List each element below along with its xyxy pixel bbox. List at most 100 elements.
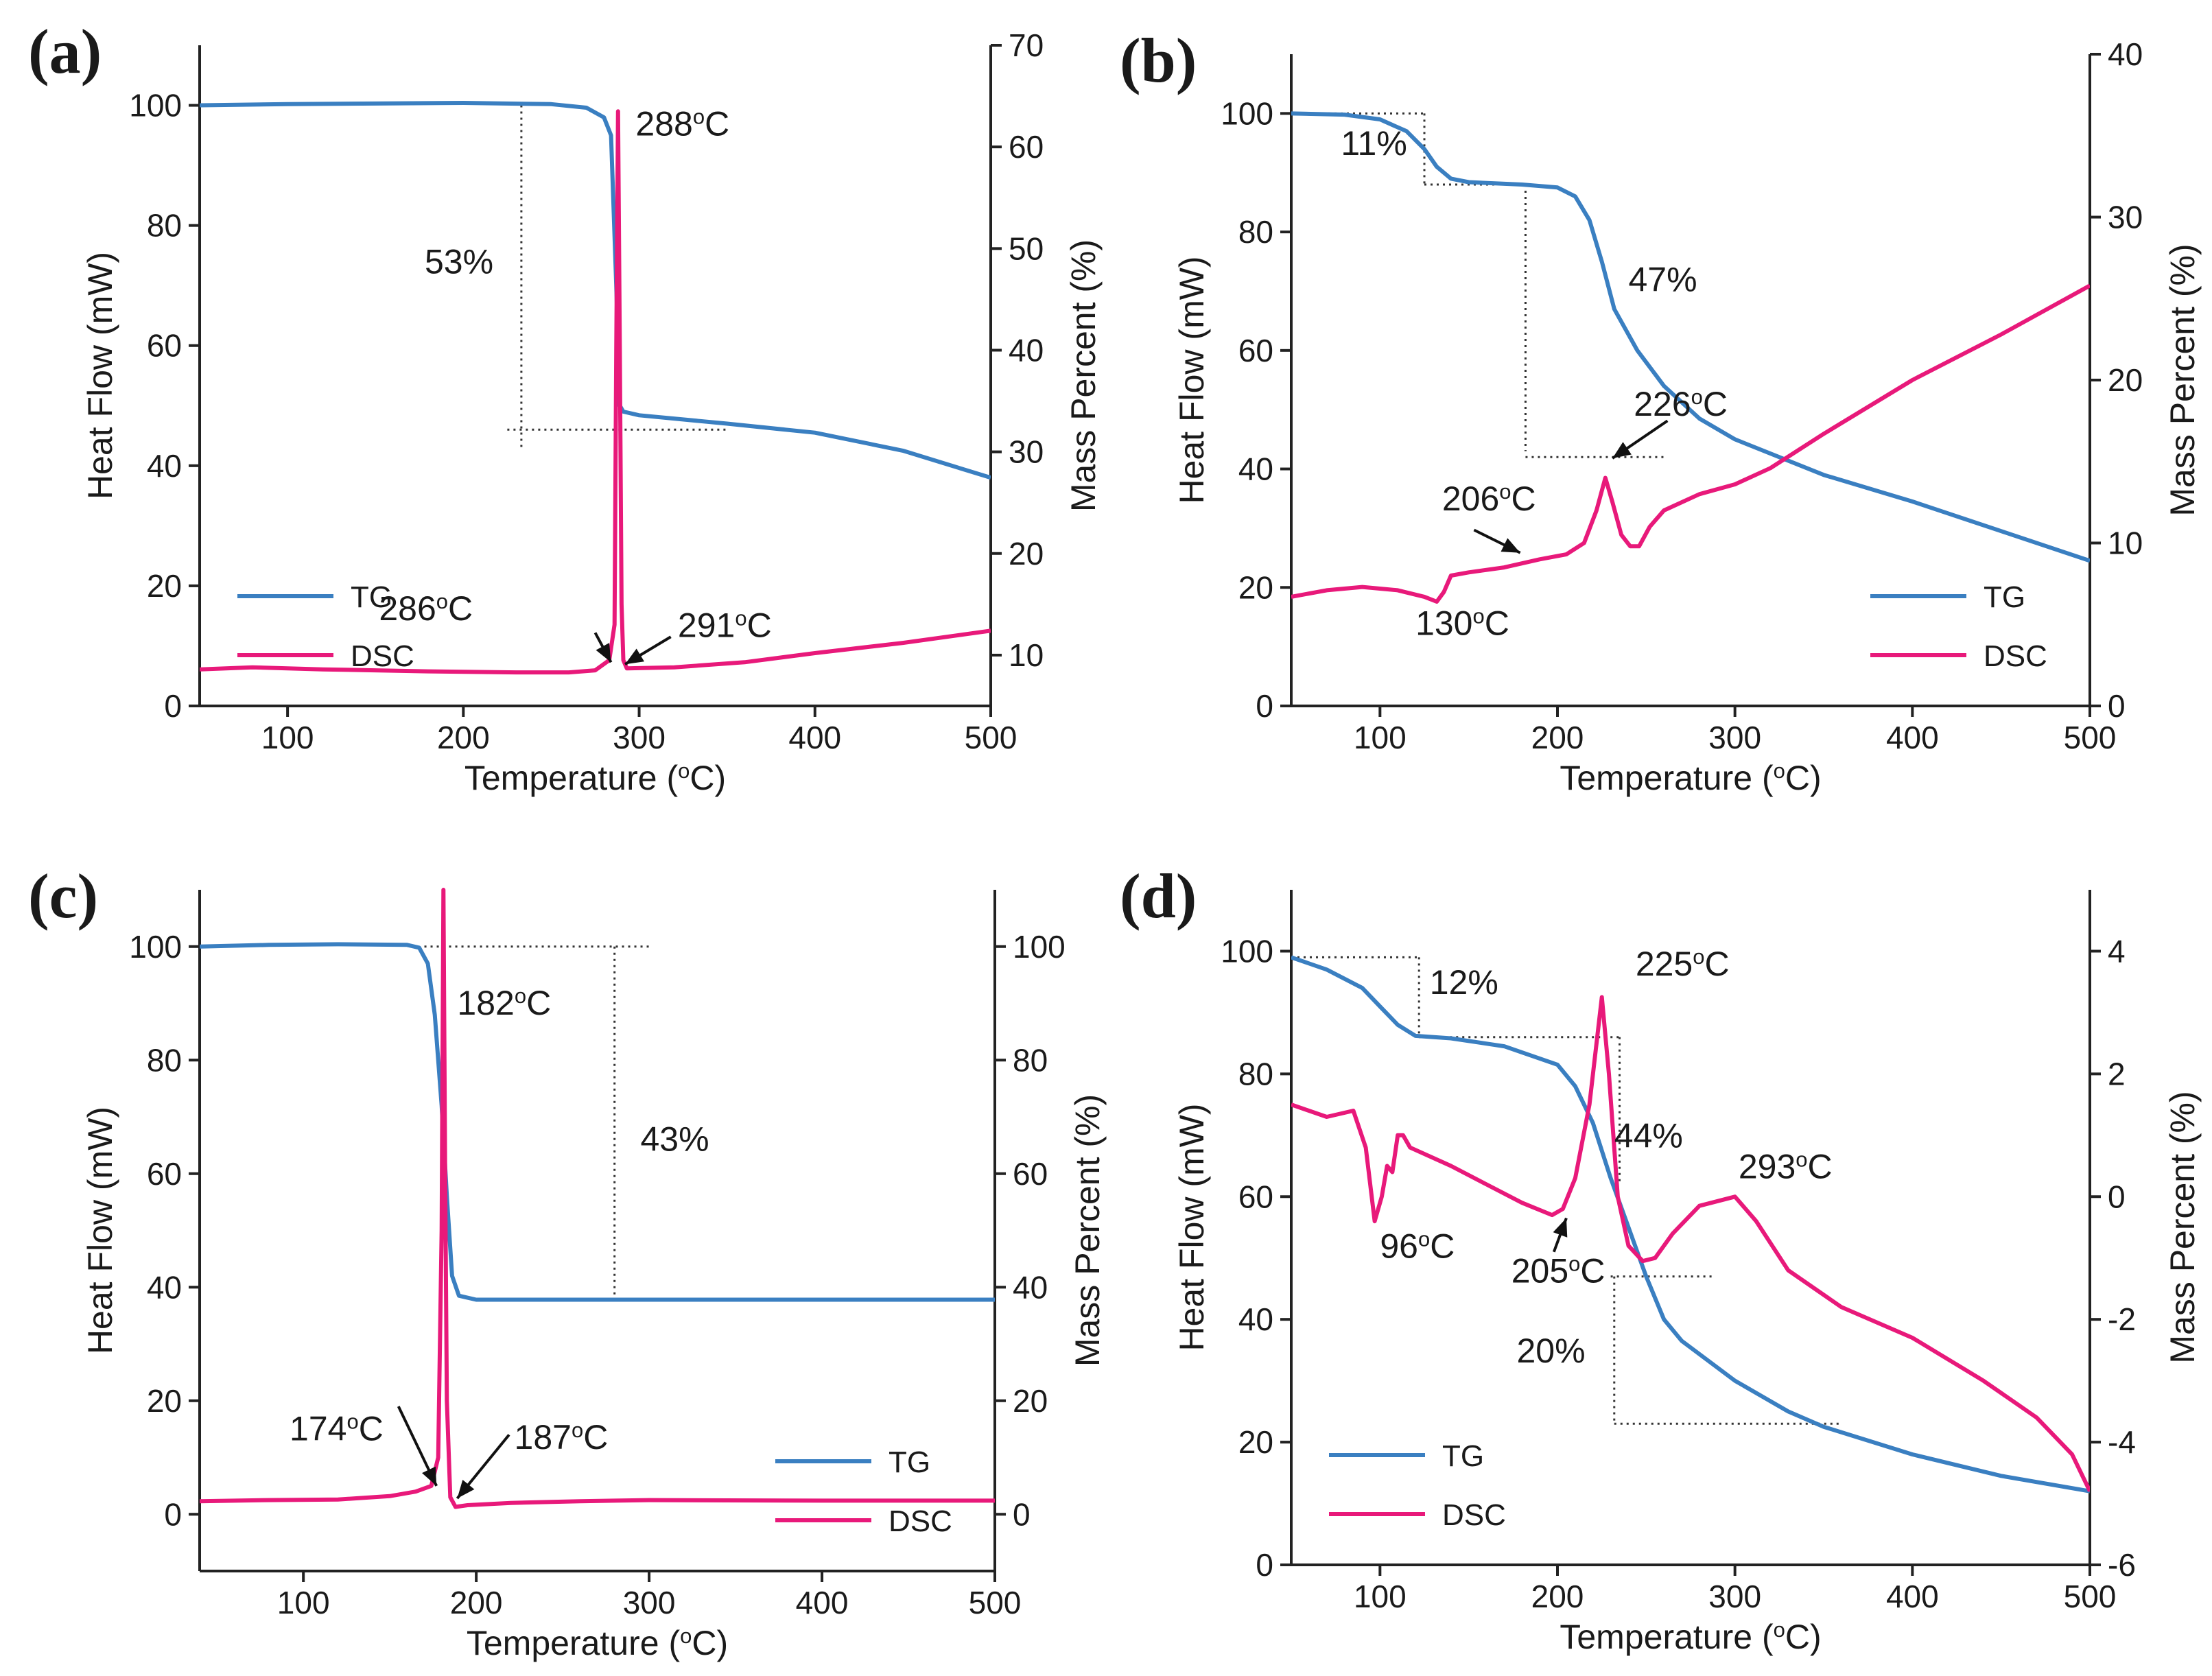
y-left-tick-label: 100 xyxy=(129,88,182,123)
x-tick-label: 100 xyxy=(277,1585,330,1620)
x-tick-label: 300 xyxy=(1708,1579,1761,1614)
x-tick-label: 200 xyxy=(1531,1579,1584,1614)
y-right-tick-label: 60 xyxy=(1009,129,1044,165)
y-right-tick-label: 60 xyxy=(1013,1156,1048,1192)
y-left-tick-label: 0 xyxy=(164,688,182,724)
x-tick-label: 400 xyxy=(796,1585,849,1620)
y-left-tick-label: 0 xyxy=(1256,688,1273,724)
y-left-tick-label: 100 xyxy=(1221,933,1273,969)
annotation-label: 47% xyxy=(1628,260,1697,298)
annotation-label: 205oC xyxy=(1511,1251,1605,1290)
y-right-axis-label: Mass Percent (%) xyxy=(1068,1094,1107,1367)
annotation-label: 226oC xyxy=(1634,384,1728,423)
x-tick-label: 100 xyxy=(261,720,314,755)
y-left-tick-label: 80 xyxy=(1238,214,1273,250)
panel-c: (c) 100 200 300 400 500 0 20 40 60 80 100 0 20 40 60 80 1… xyxy=(28,861,1107,1662)
panel-letter: (a) xyxy=(28,16,102,86)
annotation-label: 174oC xyxy=(290,1409,384,1448)
annotation-label: 182oC xyxy=(457,984,551,1023)
legend: TG DSC xyxy=(1870,580,2047,673)
y-right-tick-label: 10 xyxy=(2108,526,2143,561)
x-tick-label: 300 xyxy=(623,1585,676,1620)
series-line-tg xyxy=(200,942,995,1302)
x-tick-label: 400 xyxy=(788,720,841,755)
y-right-tick-label: 4 xyxy=(2108,933,2126,969)
annotation-label: 206oC xyxy=(1442,480,1536,519)
y-left-axis-label: Heat Flow (mW) xyxy=(81,1107,119,1354)
y-right-tick-label: 0 xyxy=(2108,688,2126,724)
annotation-label: 12% xyxy=(1430,963,1498,1002)
y-right-axis-label: Mass Percent (%) xyxy=(2163,1091,2202,1363)
y-right-tick-label: 0 xyxy=(1013,1496,1031,1532)
y-right-tick-label: -2 xyxy=(2108,1301,2136,1337)
y-right-tick-label: 20 xyxy=(1013,1383,1048,1419)
legend-label: DSC xyxy=(1984,639,2047,673)
arrow-head xyxy=(1553,1218,1568,1238)
annotation-label: 43% xyxy=(640,1120,709,1159)
arrow-head xyxy=(625,648,645,665)
x-axis-label: Temperature (oC) xyxy=(1560,1618,1821,1657)
series-line-dsc xyxy=(1291,283,2090,604)
x-tick-label: 400 xyxy=(1886,1579,1939,1614)
y-left-tick-label: 40 xyxy=(1238,1301,1273,1337)
y-left-axis-label: Heat Flow (mW) xyxy=(1173,256,1211,504)
y-left-tick-label: 80 xyxy=(147,1042,182,1078)
y-left-tick-label: 60 xyxy=(1238,1179,1273,1214)
x-tick-label: 300 xyxy=(613,720,666,755)
series-line-dsc xyxy=(200,109,991,675)
y-right-tick-label: 2 xyxy=(2108,1056,2126,1091)
y-right-tick-label: 0 xyxy=(2108,1179,2126,1214)
legend-label: DSC xyxy=(351,639,414,673)
arrow-head xyxy=(457,1479,475,1499)
y-right-tick-label: 40 xyxy=(1009,332,1044,368)
panel-letter: (d) xyxy=(1120,861,1197,931)
series-line-tg xyxy=(1291,955,2090,1494)
arrow-head xyxy=(1501,538,1520,553)
x-tick-label: 500 xyxy=(2064,720,2117,755)
y-left-tick-label: 40 xyxy=(147,1269,182,1305)
y-left-axis-label: Heat Flow (mW) xyxy=(81,252,119,499)
y-left-tick-label: 100 xyxy=(1221,95,1273,131)
x-tick-label: 100 xyxy=(1354,720,1407,755)
y-right-tick-label: -4 xyxy=(2108,1424,2136,1460)
x-axis-label: Temperature (oC) xyxy=(1560,759,1821,798)
y-right-tick-label: 50 xyxy=(1009,231,1044,266)
panel-letter: (c) xyxy=(28,861,98,931)
annotation-label: 291oC xyxy=(678,606,772,645)
y-right-tick-label: 80 xyxy=(1013,1042,1048,1078)
panel-b: (b)100 200 300 400 500020406080100010203040T… xyxy=(1120,25,2202,797)
annotation-label: 53% xyxy=(425,243,493,281)
y-right-tick-label: 20 xyxy=(1009,536,1044,571)
arrow-head xyxy=(422,1466,437,1486)
series-line-dsc xyxy=(200,888,995,1509)
y-left-tick-label: 20 xyxy=(1238,569,1273,605)
annotation-label: 11% xyxy=(1341,124,1407,163)
y-right-tick-label: 40 xyxy=(1013,1269,1048,1305)
legend: TG DSC xyxy=(775,1445,952,1538)
arrow-head xyxy=(1612,442,1632,458)
legend: TG DSC xyxy=(237,580,414,673)
legend-label: TG xyxy=(351,580,392,614)
y-left-tick-label: 20 xyxy=(147,1383,182,1419)
annotation-label: 20% xyxy=(1517,1332,1586,1370)
x-tick-label: 300 xyxy=(1708,720,1761,755)
x-tick-label: 400 xyxy=(1886,720,1939,755)
y-right-tick-label: 30 xyxy=(2108,200,2143,235)
annotation-label: 286oC xyxy=(379,589,473,628)
y-left-tick-label: 80 xyxy=(147,208,182,244)
y-left-tick-label: 0 xyxy=(1256,1547,1273,1583)
series-line-tg xyxy=(200,101,991,480)
annotation-label: 130oC xyxy=(1415,604,1509,643)
annotation-label: 44% xyxy=(1614,1117,1683,1155)
legend-label: DSC xyxy=(889,1504,952,1538)
y-left-tick-label: 20 xyxy=(1238,1424,1273,1460)
y-left-tick-label: 80 xyxy=(1238,1056,1273,1091)
y-right-tick-label: 100 xyxy=(1013,929,1066,965)
y-left-tick-label: 60 xyxy=(1238,333,1273,368)
panel-letter: (b) xyxy=(1120,25,1197,95)
legend-label: DSC xyxy=(1442,1498,1506,1532)
panel-a: (a) 100 200 300 400 500 0 20 40 60 80 100 10 20 30 40 50… xyxy=(28,16,1103,797)
annotation-label: 288oC xyxy=(635,104,729,143)
y-right-tick-label: -6 xyxy=(2108,1547,2136,1583)
legend-label: TG xyxy=(889,1445,930,1479)
